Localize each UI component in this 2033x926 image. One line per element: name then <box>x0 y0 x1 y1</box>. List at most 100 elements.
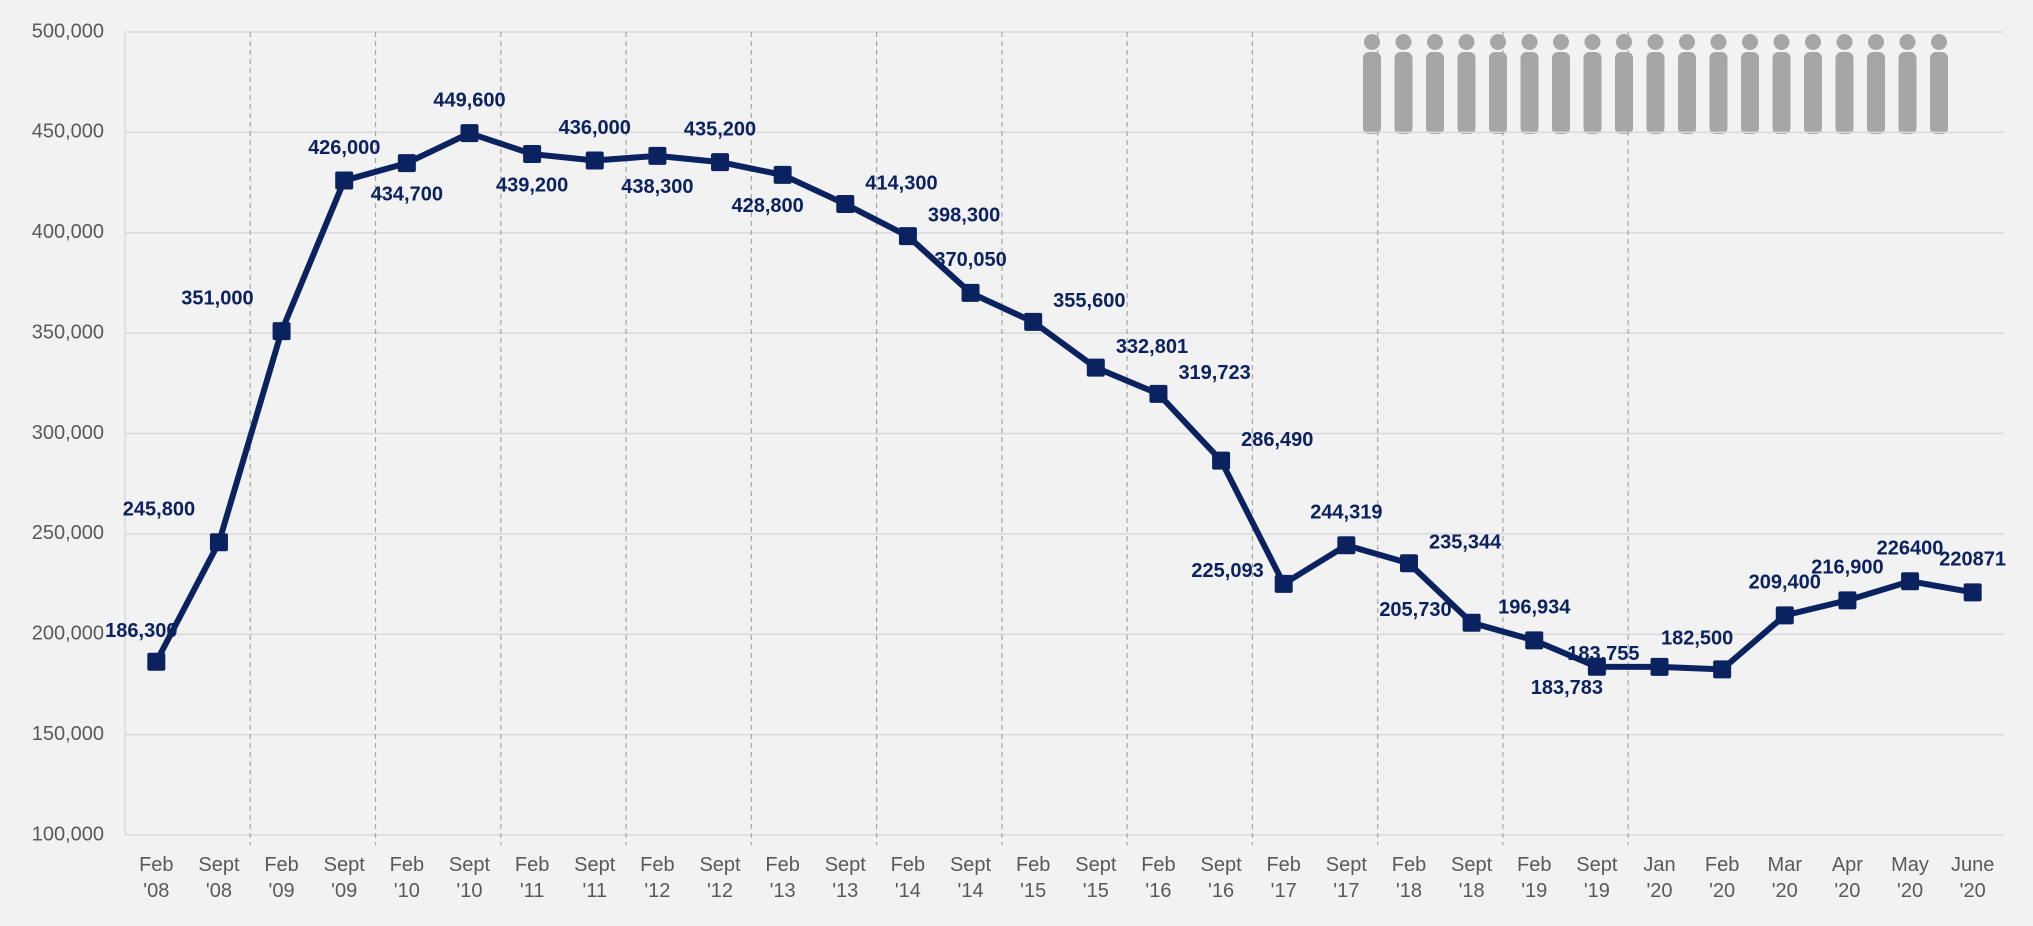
silhouette <box>1521 34 1538 50</box>
marker <box>209 533 228 552</box>
data-label: 196,934 <box>1498 597 1571 619</box>
marker <box>961 283 980 302</box>
marker <box>585 151 604 170</box>
marker <box>1838 591 1857 610</box>
data-label: 434,700 <box>371 183 443 205</box>
x-tick-label: Sept '19 <box>1576 854 1618 902</box>
data-label: 370,050 <box>934 249 1006 271</box>
marker <box>1587 657 1606 676</box>
marker <box>898 227 917 246</box>
x-tick-label: Sept '18 <box>1451 854 1493 902</box>
silhouette <box>1395 34 1412 50</box>
data-label: 355,600 <box>1053 290 1125 312</box>
silhouette <box>1709 52 1728 134</box>
silhouette <box>1930 52 1948 134</box>
data-label: 244,319 <box>1310 502 1382 524</box>
silhouette <box>1931 34 1947 50</box>
silhouette <box>1773 34 1790 50</box>
silhouette <box>1457 52 1476 134</box>
data-label: 225,093 <box>1191 560 1263 582</box>
silhouette <box>1868 34 1884 50</box>
marker <box>711 153 730 172</box>
y-tick-label: 450,000 <box>32 121 104 143</box>
silhouette <box>1679 34 1695 50</box>
marker <box>648 146 667 165</box>
x-tick-label: Sept '17 <box>1325 854 1367 902</box>
silhouette <box>1363 52 1381 134</box>
x-tick-label: Feb '08 <box>139 854 174 902</box>
x-tick-label: Feb '20 <box>1704 854 1740 902</box>
silhouette <box>1427 34 1443 50</box>
silhouette <box>1835 52 1854 134</box>
silhouette <box>1678 52 1696 134</box>
x-tick-label: Sept '14 <box>949 854 992 902</box>
data-label: 183,783 <box>1531 677 1603 699</box>
silhouette <box>1426 52 1444 134</box>
silhouette <box>1710 34 1727 50</box>
y-tick-label: 350,000 <box>32 321 104 343</box>
x-tick-label: Feb '18 <box>1391 854 1427 902</box>
x-tick-label: Feb '14 <box>890 854 926 902</box>
silhouette <box>1583 52 1602 134</box>
marker <box>1024 312 1043 331</box>
silhouette <box>1899 34 1916 50</box>
x-tick-label: Feb '12 <box>640 854 675 902</box>
marker <box>1525 631 1544 650</box>
silhouette <box>1772 52 1791 134</box>
y-tick-label: 100,000 <box>32 823 104 845</box>
data-label: 398,300 <box>928 204 1000 226</box>
x-tick-label: Sept '08 <box>198 854 240 902</box>
x-tick-label: May '20 <box>1891 854 1929 902</box>
silhouette <box>1615 52 1633 134</box>
data-label: 439,200 <box>496 174 568 196</box>
x-tick-label: Feb '10 <box>389 854 425 902</box>
data-label: 449,600 <box>433 89 505 111</box>
data-line <box>153 130 1974 673</box>
marker <box>397 154 416 173</box>
y-tick-label: 250,000 <box>32 522 104 544</box>
x-tick-label: Sept '13 <box>824 854 866 902</box>
silhouette <box>1584 34 1601 50</box>
silhouette <box>1616 34 1632 50</box>
silhouette <box>1646 52 1665 134</box>
marker <box>1775 606 1794 625</box>
marker <box>1149 384 1168 403</box>
x-tick-label: Feb '16 <box>1141 854 1176 902</box>
x-tick-label: Jan '20 <box>1643 854 1676 902</box>
x-tick-label: June '20 <box>1950 854 1995 902</box>
silhouette <box>1489 52 1507 134</box>
x-tick-label: Feb '09 <box>264 854 299 902</box>
marker <box>1212 451 1231 470</box>
data-label: 319,723 <box>1178 362 1250 384</box>
silhouette <box>1836 34 1853 50</box>
silhouette <box>1741 52 1759 134</box>
marker <box>1963 583 1982 602</box>
marker <box>836 195 855 214</box>
y-tick-label: 400,000 <box>32 221 104 243</box>
data-label: 414,300 <box>865 172 937 194</box>
x-tick-label: Feb '11 <box>514 854 550 902</box>
data-label: 426,000 <box>308 137 380 159</box>
data-label: 220871 <box>1939 549 2006 571</box>
x-tick-label: Sept '11 <box>574 854 616 902</box>
silhouette <box>1553 34 1569 50</box>
data-label: 209,400 <box>1749 572 1821 594</box>
data-label: 436,000 <box>559 117 631 139</box>
x-tick-label: Feb '15 <box>1015 854 1051 902</box>
silhouette <box>1552 52 1570 134</box>
marker <box>523 145 542 164</box>
silhouette <box>1520 52 1539 134</box>
marker <box>1650 657 1669 676</box>
y-tick-label: 200,000 <box>32 623 104 645</box>
x-tick-label: Mar '20 <box>1767 854 1802 902</box>
marker <box>147 652 166 671</box>
y-tick-label: 500,000 <box>32 20 104 42</box>
data-label: 286,490 <box>1241 429 1313 451</box>
x-tick-label: Sept '16 <box>1200 854 1242 902</box>
marker <box>460 124 479 143</box>
marker <box>1713 660 1732 679</box>
marker <box>1399 554 1418 573</box>
data-label: 186,300 <box>105 620 177 642</box>
x-tick-label: Apr '20 <box>1831 854 1863 902</box>
